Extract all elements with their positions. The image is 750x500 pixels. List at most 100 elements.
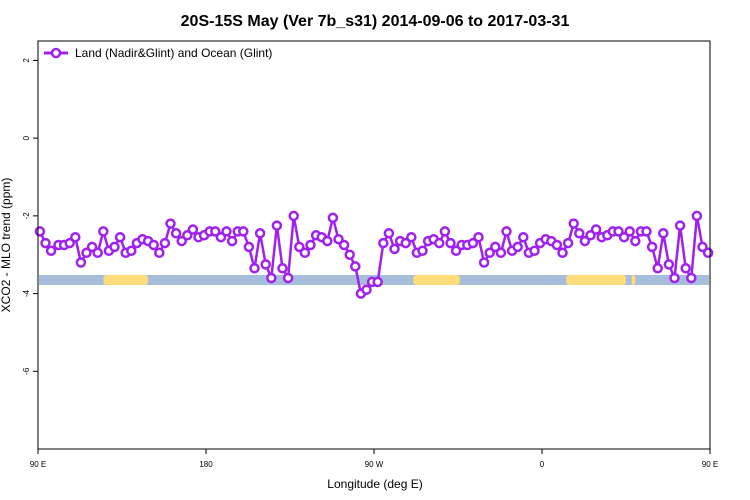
land-band-segment (103, 274, 149, 285)
data-point (439, 226, 451, 237)
data-point (243, 241, 255, 253)
data-point (478, 257, 490, 268)
data-point (277, 263, 288, 274)
data-point (288, 210, 299, 222)
data-point (154, 247, 165, 259)
data-point (249, 263, 260, 274)
data-point (551, 239, 563, 251)
data-point (501, 226, 512, 237)
data-point (630, 235, 641, 247)
data-point (361, 284, 372, 295)
data-point (305, 239, 316, 251)
data-point (669, 272, 680, 284)
data-point (624, 226, 635, 237)
x-tick-label: 90 E (30, 460, 46, 469)
x-tick-label: 0 (540, 460, 545, 469)
data-point (674, 220, 686, 231)
x-tick-label: 90 W (365, 460, 384, 469)
data-point (148, 239, 159, 251)
data-point (271, 220, 283, 231)
data-point (266, 272, 277, 284)
data-point (344, 249, 355, 260)
data-point (389, 243, 400, 255)
data-point (294, 241, 305, 253)
data-point (338, 239, 350, 251)
data-point (663, 259, 675, 270)
data-point (484, 247, 495, 259)
data-point (686, 272, 697, 284)
land-band-segment (631, 274, 636, 285)
data-point (378, 237, 389, 249)
data-point (92, 247, 103, 259)
y-tick-label: -6 (22, 367, 31, 375)
data-point (282, 272, 294, 284)
data-point (81, 247, 92, 259)
data-point (372, 276, 383, 288)
data-point (641, 226, 652, 237)
data-point (512, 241, 523, 253)
data-point (40, 237, 51, 249)
y-tick-label: -4 (22, 289, 31, 297)
data-point (590, 224, 602, 235)
legend: Land (Nadir&Glint) and Ocean (Glint) (44, 46, 272, 60)
data-point (187, 224, 199, 235)
data-point (495, 247, 507, 259)
data-point (562, 237, 574, 249)
data-point (680, 263, 691, 274)
data-point (383, 228, 395, 239)
data-point (114, 231, 126, 243)
x-tick-label: 180 (199, 460, 213, 469)
data-point (557, 247, 568, 259)
y-axis: 2 0 -2 -4 -6 (22, 58, 38, 375)
data-point (473, 231, 484, 243)
y-tick-label: -2 (22, 212, 31, 220)
data-point (260, 259, 271, 270)
data-point (299, 247, 311, 259)
data-point (159, 237, 171, 249)
land-band-segment (413, 274, 460, 285)
data-point (350, 261, 361, 272)
data-point (165, 218, 176, 229)
data-point (221, 226, 232, 237)
land-band-segment (566, 274, 626, 285)
series-layer (34, 210, 714, 299)
data-point (529, 245, 540, 257)
chart-title: 20S-15S May (Ver 7b_s31) 2014-09-06 to 2… (181, 13, 570, 30)
data-point (86, 241, 98, 253)
data-point (490, 241, 501, 253)
surface-band (39, 274, 709, 285)
y-tick-label: 2 (22, 58, 31, 63)
x-axis: 90 E 180 90 W 0 90 E (30, 449, 718, 469)
data-point (126, 245, 137, 257)
data-point (445, 237, 456, 249)
legend-label: Land (Nadir&Glint) and Ocean (Glint) (75, 46, 272, 60)
data-point (400, 237, 411, 249)
data-point (45, 245, 57, 257)
data-point (170, 228, 182, 239)
data-point (691, 210, 703, 222)
data-point (434, 237, 445, 249)
data-point (327, 212, 339, 224)
x-axis-label: Longitude (deg E) (327, 477, 422, 491)
y-tick-label: 0 (22, 135, 31, 140)
data-point (697, 241, 708, 253)
data-point (406, 231, 417, 243)
data-point (652, 263, 663, 274)
data-point (226, 235, 238, 247)
data-point (98, 226, 109, 237)
data-point (646, 241, 658, 253)
data-point (702, 247, 714, 259)
data-point (64, 237, 75, 249)
y-axis-label: XCO2 - MLO trend (ppm) (0, 178, 13, 313)
data-point (34, 226, 46, 237)
data-point (568, 218, 579, 229)
data-point (574, 228, 585, 239)
data-point (467, 237, 479, 249)
data-point (75, 257, 87, 268)
data-point (658, 228, 669, 239)
legend-point-marker (50, 47, 62, 59)
data-point (417, 245, 428, 257)
data-point (109, 241, 120, 253)
data-point (238, 226, 249, 237)
